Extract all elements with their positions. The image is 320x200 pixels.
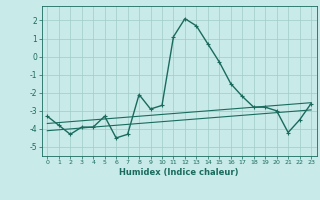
X-axis label: Humidex (Indice chaleur): Humidex (Indice chaleur) [119,168,239,177]
